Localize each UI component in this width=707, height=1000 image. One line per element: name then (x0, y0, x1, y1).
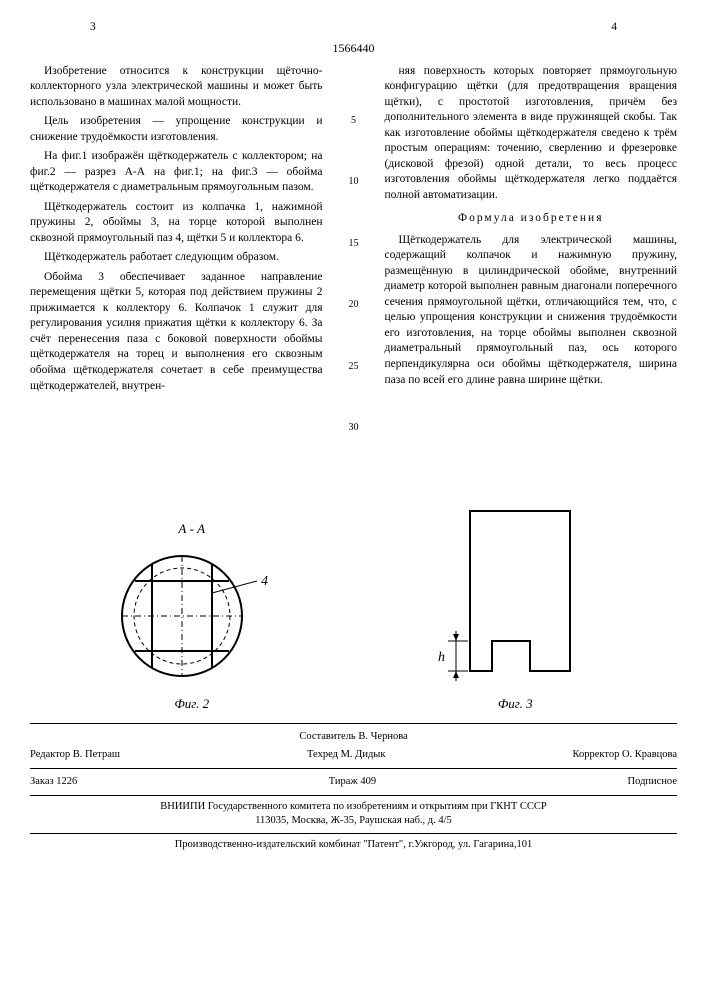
patent-number: 1566440 (30, 40, 677, 56)
fig3-svg: h (430, 501, 600, 691)
ruler-tick: 5 (351, 114, 356, 128)
corrector: Корректор О. Кравцова (573, 748, 677, 762)
editor: Редактор В. Петраш (30, 748, 120, 762)
para: Щёткодержатель состоит из колпачка 1, на… (30, 200, 323, 247)
figure-2: А - А 4 Фиг. 2 (107, 520, 277, 713)
compiler: Составитель В. Чернова (299, 730, 407, 744)
fig2-pointer-4: 4 (261, 574, 268, 589)
techred: Техред М. Дидык (307, 748, 385, 762)
fig3-dim-h: h (438, 650, 445, 665)
figures-row: А - А 4 Фиг. 2 (30, 493, 677, 713)
para: Обойма 3 обеспечивает заданное направлен… (30, 270, 323, 394)
sign: Подписное (628, 775, 677, 789)
ruler-tick: 20 (349, 298, 359, 312)
left-column: Изобретение относится к конструкции щёто… (30, 64, 323, 483)
para: няя поверхность которых повторяет прямоу… (385, 64, 678, 204)
page-left: 3 (90, 20, 96, 36)
page-right: 4 (611, 20, 617, 36)
right-column: няя поверхность которых повторяет прямоу… (385, 64, 678, 483)
ruler-tick: 25 (349, 360, 359, 374)
ruler-tick: 15 (349, 237, 359, 251)
fig2-svg: 4 (107, 541, 277, 691)
org1: ВНИИПИ Государственного комитета по изоб… (30, 800, 677, 814)
para: На фиг.1 изображён щёткодержатель с колл… (30, 149, 323, 196)
ruler-tick: 10 (349, 175, 359, 189)
formula-title: Формула изобретения (385, 211, 678, 227)
addr1: 113035, Москва, Ж-35, Раушская наб., д. … (30, 814, 677, 828)
para: Изобретение относится к конструкции щёто… (30, 64, 323, 111)
para: Цель изобретения — упрощение конструкции… (30, 114, 323, 145)
org2: Производственно-издательский комбинат "П… (30, 838, 677, 852)
fig2-section-label: А - А (107, 520, 277, 538)
fig2-caption: Фиг. 2 (107, 695, 277, 713)
order-no: Заказ 1226 (30, 775, 77, 789)
para: Щёткодержатель работает следующим образо… (30, 250, 323, 266)
fig3-caption: Фиг. 3 (430, 695, 600, 713)
figure-3: h Фиг. 3 (430, 501, 600, 713)
tirazh: Тираж 409 (329, 775, 376, 789)
ruler-tick: 30 (349, 421, 359, 435)
credits-block: Составитель В. Чернова Редактор В. Петра… (30, 723, 677, 852)
para: Щёткодержатель для электрической машины,… (385, 233, 678, 388)
line-ruler: 5 10 15 20 25 30 (345, 64, 363, 483)
